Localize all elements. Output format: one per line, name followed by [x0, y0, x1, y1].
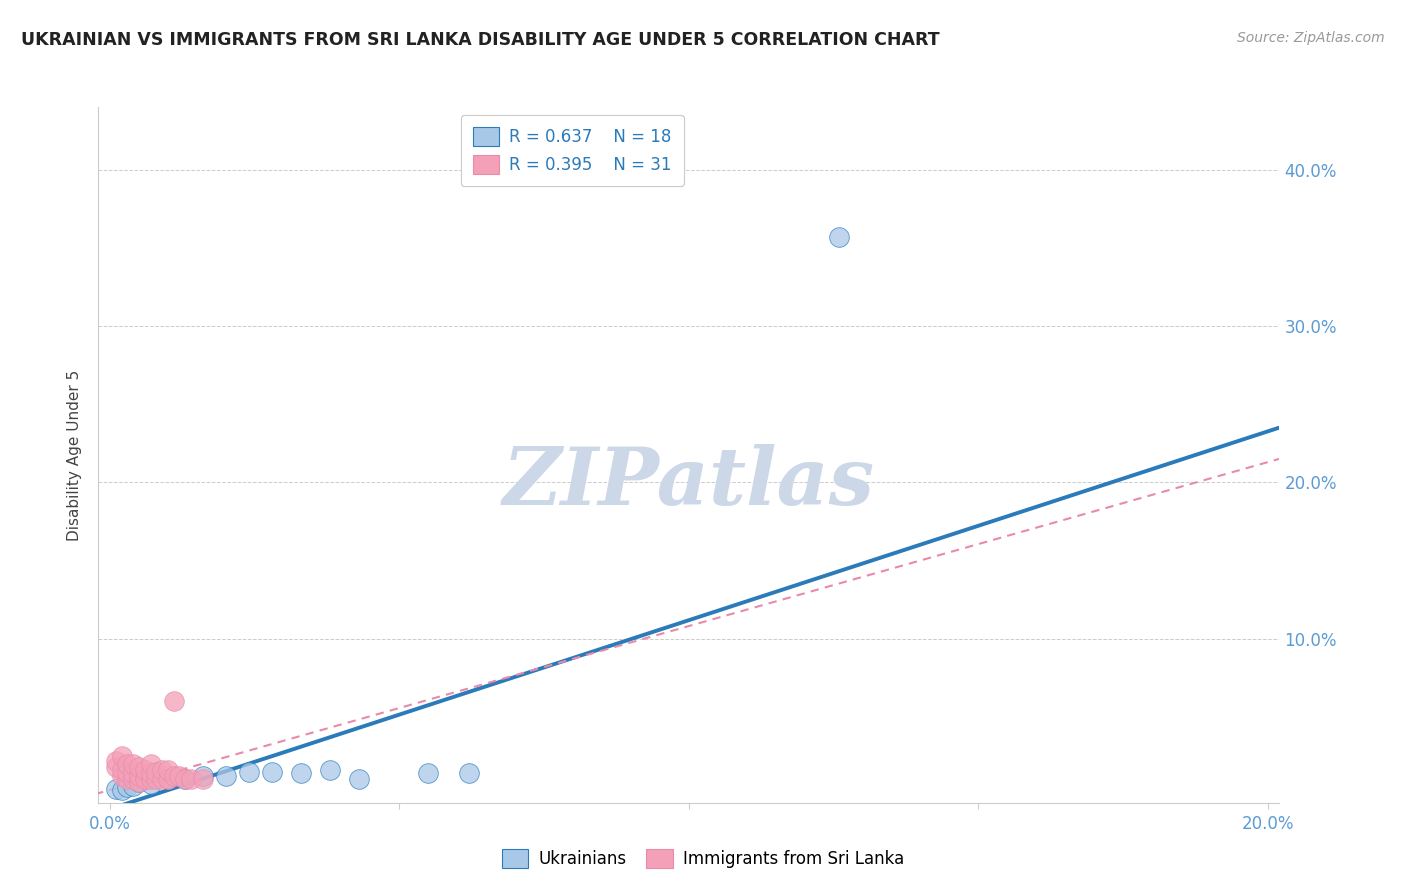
Point: [458, 766, 481, 780]
Point: [191, 772, 214, 787]
Point: [215, 769, 238, 783]
Point: [134, 772, 156, 787]
Point: [319, 763, 342, 777]
Point: [117, 772, 139, 787]
Point: [156, 772, 179, 787]
Point: [134, 763, 156, 777]
Point: [128, 769, 150, 783]
Point: [104, 760, 127, 774]
Point: [117, 756, 139, 771]
Point: [156, 772, 179, 787]
Point: [156, 763, 179, 777]
Point: [128, 775, 150, 789]
Point: [110, 748, 132, 763]
Point: [128, 760, 150, 774]
Point: [180, 772, 202, 787]
Point: [104, 754, 127, 768]
Point: [122, 756, 145, 771]
Point: [110, 783, 132, 797]
Point: [110, 763, 132, 777]
Point: [139, 766, 162, 780]
Point: [163, 769, 186, 783]
Point: [163, 694, 186, 708]
Point: [117, 780, 139, 794]
Point: [139, 777, 162, 791]
Y-axis label: Disability Age Under 5: Disability Age Under 5: [67, 369, 83, 541]
Point: [145, 772, 167, 787]
Legend: R = 0.637    N = 18, R = 0.395    N = 31: R = 0.637 N = 18, R = 0.395 N = 31: [461, 115, 683, 186]
Point: [828, 229, 851, 244]
Point: [122, 779, 145, 793]
Point: [128, 775, 150, 789]
Point: [104, 781, 127, 796]
Point: [139, 756, 162, 771]
Point: [418, 766, 440, 780]
Point: [174, 772, 197, 787]
Point: [347, 772, 370, 787]
Point: [110, 769, 132, 783]
Point: [262, 764, 284, 779]
Point: [169, 769, 191, 783]
Point: [150, 763, 173, 777]
Point: [290, 766, 312, 780]
Point: [150, 772, 173, 787]
Point: [122, 766, 145, 780]
Text: Source: ZipAtlas.com: Source: ZipAtlas.com: [1237, 31, 1385, 45]
Point: [122, 772, 145, 787]
Point: [117, 764, 139, 779]
Point: [145, 764, 167, 779]
Point: [174, 772, 197, 787]
Legend: Ukrainians, Immigrants from Sri Lanka: Ukrainians, Immigrants from Sri Lanka: [495, 842, 911, 875]
Point: [191, 769, 214, 783]
Text: ZIPatlas: ZIPatlas: [503, 444, 875, 522]
Point: [139, 772, 162, 787]
Text: UKRAINIAN VS IMMIGRANTS FROM SRI LANKA DISABILITY AGE UNDER 5 CORRELATION CHART: UKRAINIAN VS IMMIGRANTS FROM SRI LANKA D…: [21, 31, 939, 49]
Point: [238, 764, 260, 779]
